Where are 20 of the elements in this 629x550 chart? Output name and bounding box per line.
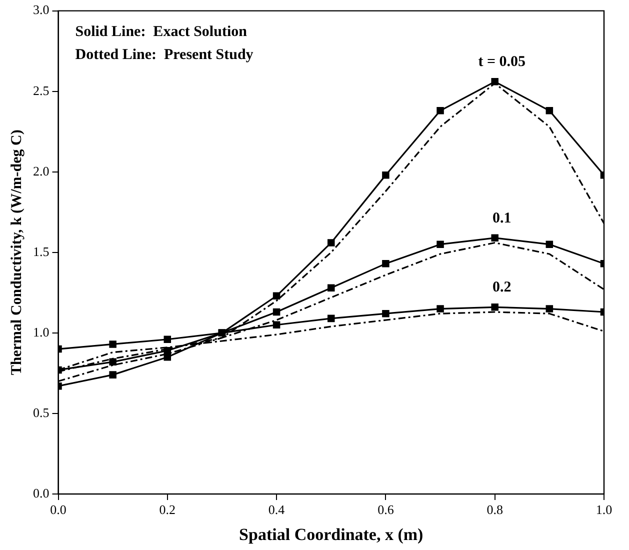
y-tick-label: 2.0 (33, 163, 50, 178)
x-tick-label: 0.2 (159, 502, 176, 518)
y-tick-label: 0.0 (33, 485, 50, 500)
series-label: 0.2 (492, 280, 512, 296)
annotation: Solid Line: Exact Solution (75, 24, 248, 40)
series-label: 0.1 (492, 210, 512, 226)
annotation: Dotted Line: Present Study (75, 47, 254, 64)
x-tick-label: 1.0 (596, 502, 612, 518)
y-tick-label: 2.5 (33, 82, 50, 98)
y-tick-label: 0.5 (33, 404, 50, 420)
x-axis-title: Spatial Coordinate, x (m) (239, 525, 424, 544)
y-tick-label: 1.5 (33, 244, 50, 259)
x-tick-label: 0.6 (378, 502, 394, 518)
y-tick-label: 3.0 (33, 2, 50, 18)
x-tick-label: 0.4 (268, 502, 286, 518)
series-label: t = 0.05 (478, 54, 526, 70)
y-axis-title: Thermal Conductivity, k (W/m-deg C) (8, 130, 25, 376)
x-tick-label: 0.8 (486, 502, 503, 518)
y-tick-label: 1.0 (33, 324, 50, 340)
x-tick-label: 0.0 (50, 502, 66, 518)
